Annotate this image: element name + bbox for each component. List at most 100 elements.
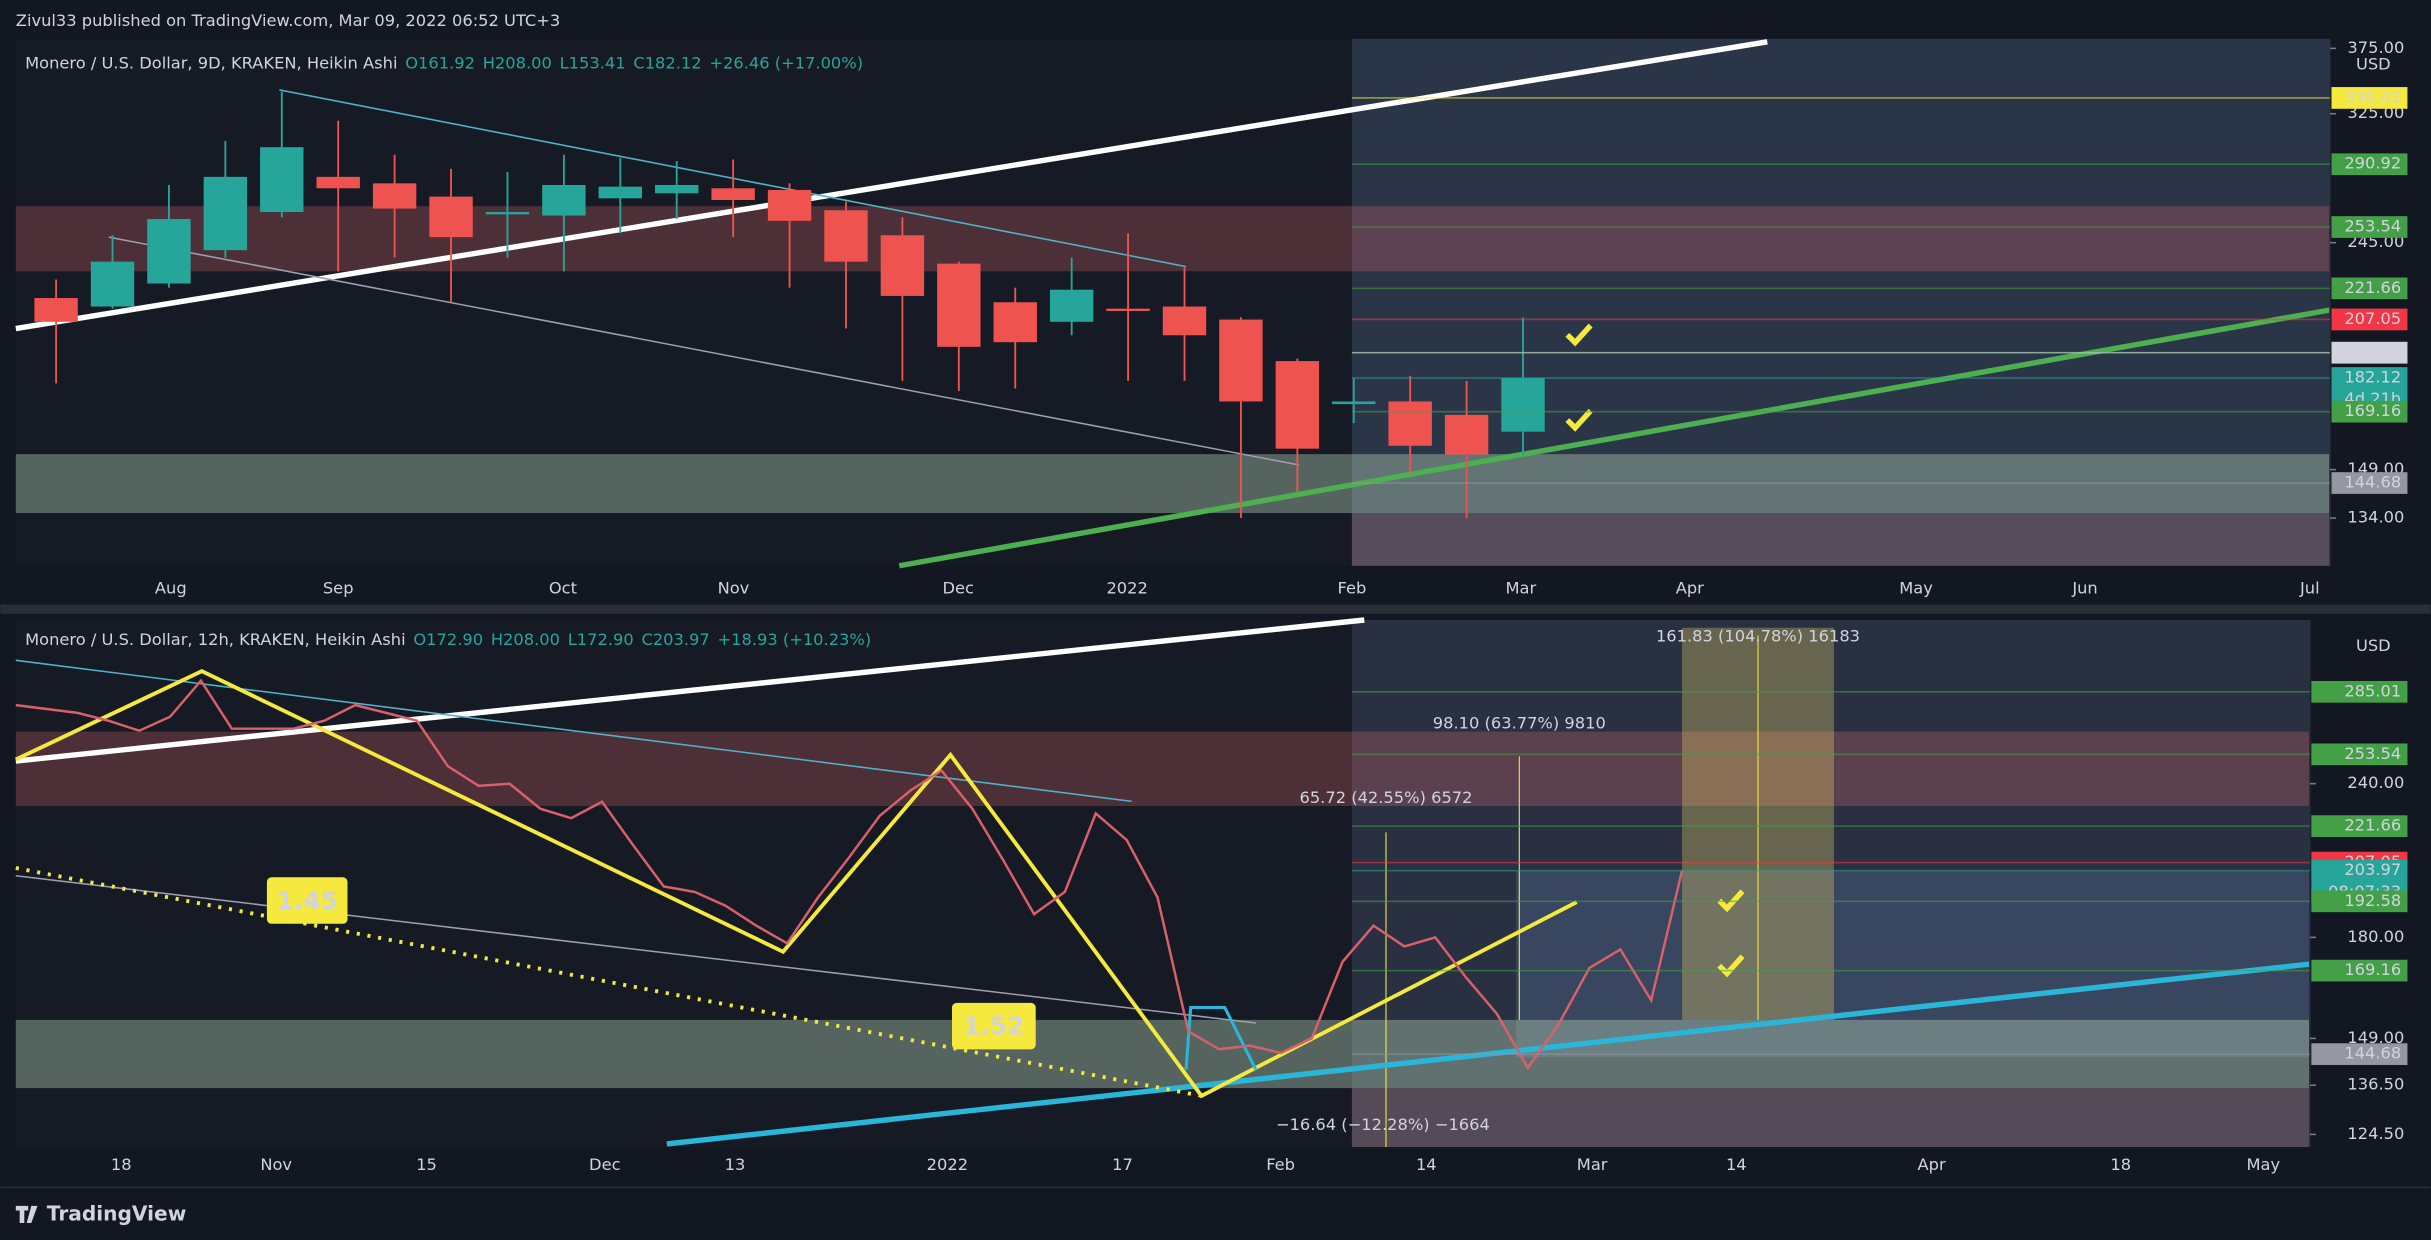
pattern bbox=[1184, 1005, 1258, 1071]
price-badge bbox=[2311, 890, 2408, 913]
x-tick-label: Feb bbox=[1266, 1155, 1295, 1174]
currency: USD bbox=[2356, 636, 2391, 655]
price-badge-label: 169.16 bbox=[2344, 960, 2401, 979]
lower-zone bbox=[1351, 513, 2330, 566]
candle-body bbox=[1162, 306, 1207, 336]
x-tick-label: 15 bbox=[416, 1155, 437, 1174]
legend-ohlc: L153.41 bbox=[560, 53, 626, 72]
candle-body bbox=[1219, 319, 1263, 402]
price-badge bbox=[2331, 341, 2408, 364]
trendline bbox=[108, 236, 1300, 466]
y-tick-label: 124.50 bbox=[2347, 1124, 2404, 1143]
price-badge-label: 144.68 bbox=[2344, 473, 2401, 492]
x-tick-label: Jul bbox=[2299, 579, 2320, 598]
candle-body bbox=[1275, 361, 1320, 449]
resistance-zone bbox=[15, 731, 2310, 806]
trendline bbox=[15, 39, 1768, 332]
candle-body bbox=[429, 196, 473, 238]
x-tick-label: 14 bbox=[1416, 1155, 1437, 1174]
pane-top bbox=[15, 38, 2330, 566]
x-tick-label: May bbox=[2246, 1155, 2280, 1174]
x-tick-label: Jun bbox=[2071, 579, 2097, 598]
candle-body bbox=[937, 263, 981, 347]
candle-body bbox=[1388, 401, 1432, 446]
price-badge-label: 290.92 bbox=[2344, 154, 2401, 173]
x-tick-label: 13 bbox=[725, 1155, 746, 1174]
pane-bottom bbox=[15, 620, 2310, 1147]
x-tick-label: Sep bbox=[323, 579, 354, 598]
price-badge-label: 253.54 bbox=[2344, 744, 2401, 763]
legend-ohlc: H208.00 bbox=[491, 630, 560, 649]
checkmark bbox=[1565, 323, 1593, 432]
resistance-zone bbox=[15, 206, 2330, 272]
price-badge bbox=[2331, 216, 2408, 238]
x-tick-label: 2022 bbox=[1106, 579, 1147, 598]
legend-change: +18.93 (+10.23%) bbox=[717, 630, 871, 649]
lower-zone bbox=[1351, 1088, 2310, 1147]
candle-body bbox=[1332, 401, 1376, 405]
x-tick-label: May bbox=[1899, 579, 1933, 598]
price-badge-label: 192.48 bbox=[2344, 342, 2401, 361]
x-tick-label: Nov bbox=[718, 579, 750, 598]
candle-body bbox=[767, 189, 812, 221]
price-badge bbox=[2311, 959, 2408, 982]
candle-body bbox=[824, 210, 868, 262]
legend-ohlc: H208.00 bbox=[483, 53, 552, 72]
price-badge bbox=[2311, 743, 2408, 766]
price-badge bbox=[2331, 472, 2408, 494]
candle-body bbox=[485, 212, 530, 215]
y-tick-label: 136.50 bbox=[2347, 1075, 2404, 1094]
x-tick-label: Feb bbox=[1337, 579, 1366, 598]
measure-label: 161.83 (104.78%) 16183 bbox=[1656, 627, 1860, 646]
projection-zone bbox=[1351, 620, 2310, 1147]
price-badge bbox=[2311, 680, 2408, 703]
x-tick-label: 18 bbox=[2110, 1155, 2131, 1174]
candle-body bbox=[203, 176, 248, 251]
x-tick-label: Apr bbox=[1918, 1155, 1946, 1174]
x-tick-label: Nov bbox=[260, 1155, 292, 1174]
price-badge-label: 336.42 bbox=[2344, 87, 2401, 106]
x-tick-label: 2022 bbox=[927, 1155, 968, 1174]
price-badge-label: 203.97 bbox=[2344, 860, 2401, 879]
legend: Monero / U.S. Dollar, 12h, KRAKEN, Heiki… bbox=[25, 630, 871, 649]
price-badge-label: 221.66 bbox=[2344, 278, 2401, 297]
price-badge-label: 169.16 bbox=[2344, 401, 2401, 420]
projection-zone bbox=[1516, 871, 2310, 1058]
candle-body bbox=[655, 184, 699, 194]
brand: TradingView bbox=[47, 1202, 187, 1226]
candle-body bbox=[90, 261, 135, 307]
price-badge-label: 207.05 bbox=[2344, 309, 2401, 328]
zigzag bbox=[14, 669, 1578, 1099]
candle-body bbox=[880, 235, 925, 296]
legend-change: +26.46 (+17.00%) bbox=[709, 53, 863, 72]
publisher: Zivul33 published on TradingView.com, Ma… bbox=[16, 11, 560, 30]
candle-body bbox=[711, 188, 755, 201]
price-badge-label: 182.12 bbox=[2344, 368, 2401, 387]
measure-label: −16.64 (−12.28%) −1664 bbox=[1276, 1115, 1490, 1134]
candle-body bbox=[147, 219, 191, 284]
price-badge bbox=[2331, 87, 2408, 109]
candle-body bbox=[372, 183, 417, 209]
price-badge bbox=[2311, 1043, 2408, 1065]
price-badge-label: 221.66 bbox=[2344, 816, 2401, 835]
measure-label: 98.10 (63.77%) 9810 bbox=[1433, 713, 1606, 732]
x-tick-label: 17 bbox=[1112, 1155, 1133, 1174]
legend-ohlc: C182.12 bbox=[633, 53, 701, 72]
price-badge bbox=[2331, 153, 2408, 176]
price-badge-label: 285.01 bbox=[2344, 681, 2401, 700]
x-tick-label: 14 bbox=[1726, 1155, 1747, 1174]
x-tick-label: Oct bbox=[549, 579, 577, 598]
candle-body bbox=[260, 147, 304, 213]
price-badge-label: 144.68 bbox=[2344, 1044, 2401, 1063]
ratio-box bbox=[266, 877, 348, 924]
legend-symbol: Monero / U.S. Dollar, 12h, KRAKEN, Heiki… bbox=[25, 630, 406, 649]
x-tick-label: 18 bbox=[111, 1155, 132, 1174]
candle-body bbox=[34, 298, 78, 322]
candle-body bbox=[1049, 289, 1094, 322]
logo bbox=[15, 1205, 38, 1223]
price-badge bbox=[2331, 400, 2408, 423]
ratio-label: 1.45 bbox=[277, 886, 338, 915]
price-badge-label: 253.54 bbox=[2344, 217, 2401, 236]
candle-body bbox=[598, 186, 642, 199]
